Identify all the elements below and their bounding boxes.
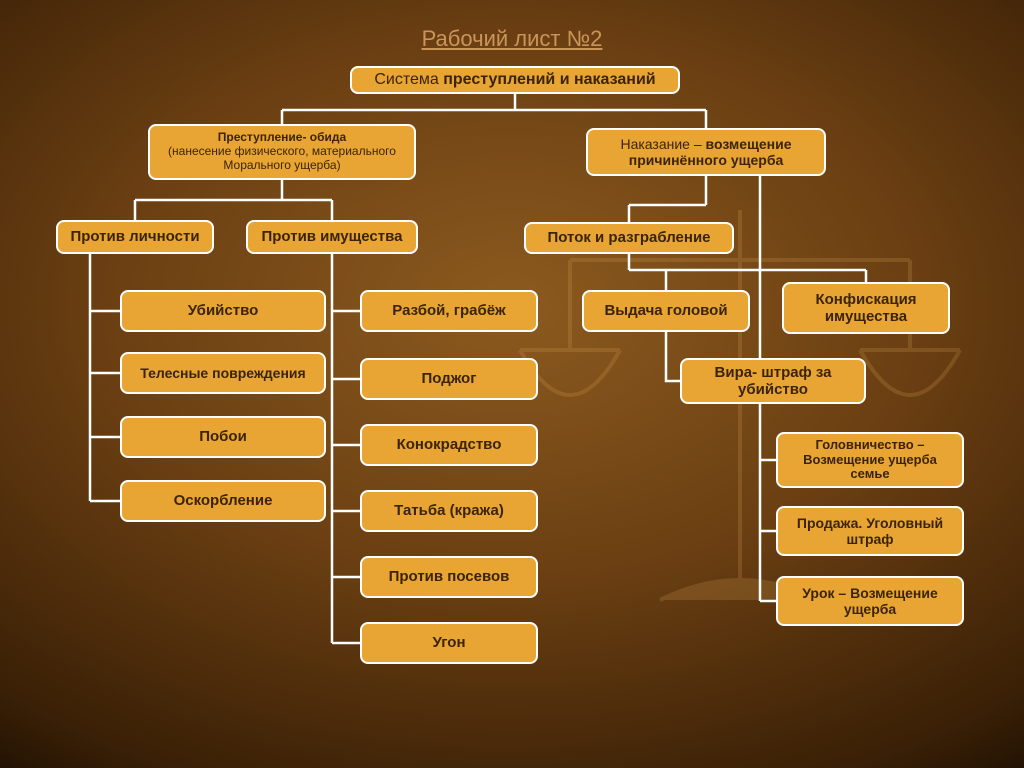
crime-node: Преступление- обида(нанесение физическог… bbox=[148, 124, 416, 180]
crops-node: Против посевов bbox=[360, 556, 538, 598]
injury-node: Телесные повреждения bbox=[120, 352, 326, 394]
against-property-node: Против имущества bbox=[246, 220, 418, 254]
root-bold: преступлений и наказаний bbox=[439, 71, 656, 88]
scales-icon bbox=[510, 200, 970, 640]
punish-pre: Наказание – bbox=[620, 136, 705, 152]
urok-node: Урок – Возмещение ущерба bbox=[776, 576, 964, 626]
against-person-node: Против личности bbox=[56, 220, 214, 254]
tatba-node: Татьба (кража) bbox=[360, 490, 538, 532]
crime-bold: Преступление- обида bbox=[218, 130, 346, 144]
arson-node: Поджог bbox=[360, 358, 538, 400]
vira-node: Вира- штраф за убийство bbox=[680, 358, 866, 404]
beating-node: Побои bbox=[120, 416, 326, 458]
insult-node: Оскорбление bbox=[120, 480, 326, 522]
horse-theft-node: Конокрадство bbox=[360, 424, 538, 466]
punish-node: Наказание – возмещение причинённого ущер… bbox=[586, 128, 826, 176]
root-node: Система преступлений и наказаний bbox=[350, 66, 680, 94]
sale-node: Продажа. Уголовный штраф bbox=[776, 506, 964, 556]
robbery-node: Разбой, грабёж bbox=[360, 290, 538, 332]
confiscation-node: Конфискация имущества bbox=[782, 282, 950, 334]
golov-node: Головничество – Возмещение ущерба семье bbox=[776, 432, 964, 488]
hijack-node: Угон bbox=[360, 622, 538, 664]
flow-plunder-node: Поток и разграбление bbox=[524, 222, 734, 254]
head-delivery-node: Выдача головой bbox=[582, 290, 750, 332]
murder-node: Убийство bbox=[120, 290, 326, 332]
root-pre: Система bbox=[374, 71, 438, 88]
page-title: Рабочий лист №2 bbox=[0, 26, 1024, 52]
crime-sub: (нанесение физического, материального Мо… bbox=[168, 144, 396, 172]
